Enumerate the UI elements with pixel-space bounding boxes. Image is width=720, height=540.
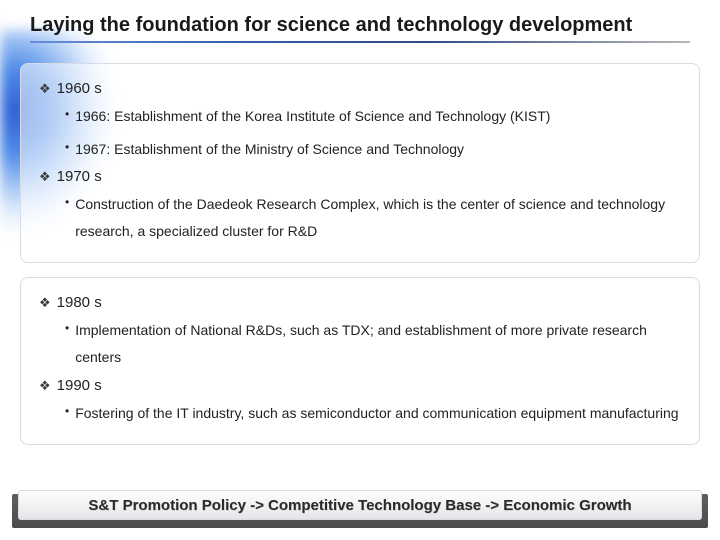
diamond-bullet-icon: ❖	[39, 82, 51, 95]
list-item-text: 1967: Establishment of the Ministry of S…	[75, 136, 464, 163]
diamond-bullet-icon: ❖	[39, 379, 51, 392]
decade-label: 1960 s	[57, 80, 102, 97]
decade-label: 1980 s	[57, 294, 102, 311]
decade-heading: ❖ 1980 s	[39, 294, 681, 311]
decade-heading: ❖ 1970 s	[39, 168, 681, 185]
title-underline	[30, 41, 690, 43]
diamond-bullet-icon: ❖	[39, 170, 51, 183]
dot-bullet-icon: •	[65, 136, 69, 159]
dot-bullet-icon: •	[65, 317, 69, 340]
content-box-2: ❖ 1980 s • Implementation of National R&…	[20, 277, 700, 445]
content-box-1: ❖ 1960 s • 1966: Establishment of the Ko…	[20, 63, 700, 263]
list-item-text: 1966: Establishment of the Korea Institu…	[75, 103, 550, 130]
dot-bullet-icon: •	[65, 191, 69, 214]
dot-bullet-icon: •	[65, 400, 69, 423]
footer-text: S&T Promotion Policy -> Competitive Tech…	[88, 497, 631, 514]
list-item: • Implementation of National R&Ds, such …	[65, 317, 681, 370]
list-item: • Fostering of the IT industry, such as …	[65, 400, 681, 427]
decade-label: 1990 s	[57, 377, 102, 394]
list-item-text: Construction of the Daedeok Research Com…	[75, 191, 681, 244]
decade-heading: ❖ 1960 s	[39, 80, 681, 97]
diamond-bullet-icon: ❖	[39, 296, 51, 309]
footer: S&T Promotion Policy -> Competitive Tech…	[0, 494, 720, 528]
slide-title: Laying the foundation for science and te…	[30, 14, 690, 37]
decade-heading: ❖ 1990 s	[39, 377, 681, 394]
dot-bullet-icon: •	[65, 103, 69, 126]
list-item: • Construction of the Daedeok Research C…	[65, 191, 681, 244]
title-bar: Laying the foundation for science and te…	[0, 0, 720, 49]
decade-label: 1970 s	[57, 168, 102, 185]
list-item: • 1966: Establishment of the Korea Insti…	[65, 103, 681, 130]
list-item: • 1967: Establishment of the Ministry of…	[65, 136, 681, 163]
list-item-text: Fostering of the IT industry, such as se…	[75, 400, 678, 427]
footer-caption-box: S&T Promotion Policy -> Competitive Tech…	[18, 490, 702, 520]
list-item-text: Implementation of National R&Ds, such as…	[75, 317, 681, 370]
